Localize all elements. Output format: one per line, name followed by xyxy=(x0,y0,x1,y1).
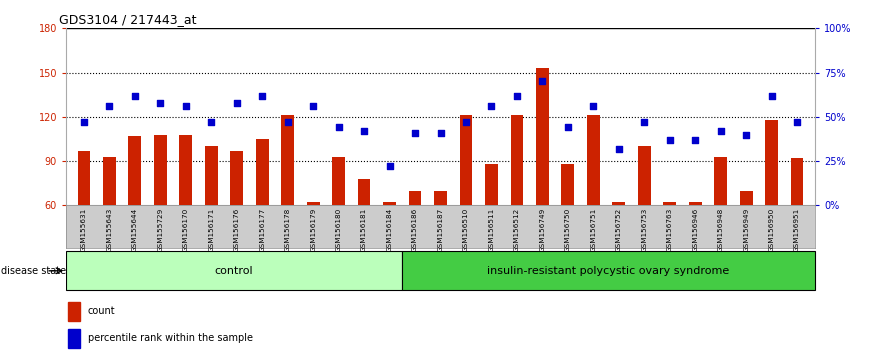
Text: GSM156180: GSM156180 xyxy=(336,207,342,252)
Bar xyxy=(485,164,498,205)
Text: GSM156181: GSM156181 xyxy=(361,207,367,252)
Text: GSM156187: GSM156187 xyxy=(438,207,443,252)
Text: GSM156750: GSM156750 xyxy=(565,207,571,252)
Point xyxy=(688,137,702,143)
Point xyxy=(281,119,295,125)
Bar xyxy=(68,302,80,321)
Text: GSM155631: GSM155631 xyxy=(81,207,87,252)
Text: GSM155643: GSM155643 xyxy=(107,207,113,252)
Bar xyxy=(511,115,523,205)
Point xyxy=(357,128,371,134)
Bar xyxy=(714,156,727,205)
Point xyxy=(128,93,142,98)
Point xyxy=(230,100,244,105)
Bar xyxy=(740,190,752,205)
Bar xyxy=(332,156,345,205)
Bar xyxy=(129,136,141,205)
Bar xyxy=(358,179,370,205)
Text: GSM156751: GSM156751 xyxy=(590,207,596,252)
Text: GDS3104 / 217443_at: GDS3104 / 217443_at xyxy=(58,13,196,26)
Bar xyxy=(460,115,472,205)
Bar xyxy=(205,146,218,205)
Text: GSM156171: GSM156171 xyxy=(208,207,214,252)
Point xyxy=(714,128,728,134)
Bar xyxy=(766,120,778,205)
Point xyxy=(637,119,651,125)
Text: disease state: disease state xyxy=(2,266,66,276)
Point xyxy=(739,132,753,137)
Point xyxy=(153,100,167,105)
Text: GSM156946: GSM156946 xyxy=(692,207,699,252)
Bar xyxy=(663,202,676,205)
Point xyxy=(561,125,575,130)
Text: GSM156186: GSM156186 xyxy=(412,207,418,252)
Text: GSM156948: GSM156948 xyxy=(718,207,723,252)
Text: GSM156179: GSM156179 xyxy=(310,207,316,252)
Bar xyxy=(561,164,574,205)
Text: GSM156512: GSM156512 xyxy=(514,207,520,252)
Bar xyxy=(307,202,320,205)
Text: GSM156763: GSM156763 xyxy=(667,207,673,252)
Point xyxy=(536,79,550,84)
Text: GSM156511: GSM156511 xyxy=(488,207,494,252)
Bar xyxy=(66,251,402,290)
Point xyxy=(204,119,218,125)
Bar xyxy=(78,151,90,205)
Bar xyxy=(103,156,115,205)
Text: GSM156752: GSM156752 xyxy=(616,207,622,252)
Point xyxy=(306,103,320,109)
Bar xyxy=(638,146,651,205)
Text: GSM156951: GSM156951 xyxy=(794,207,800,252)
Text: GSM156170: GSM156170 xyxy=(182,207,189,252)
Point xyxy=(77,119,91,125)
Point xyxy=(102,103,116,109)
Text: GSM156177: GSM156177 xyxy=(259,207,265,252)
Text: GSM155644: GSM155644 xyxy=(132,207,137,252)
Point xyxy=(765,93,779,98)
Text: GSM156749: GSM156749 xyxy=(539,207,545,252)
Point xyxy=(586,103,600,109)
Point xyxy=(408,130,422,136)
Bar xyxy=(230,151,243,205)
Point xyxy=(611,146,626,152)
Bar xyxy=(180,135,192,205)
Text: GSM156950: GSM156950 xyxy=(768,207,774,252)
Text: percentile rank within the sample: percentile rank within the sample xyxy=(88,333,253,343)
Point xyxy=(485,103,499,109)
Bar xyxy=(68,329,80,348)
Text: insulin-resistant polycystic ovary syndrome: insulin-resistant polycystic ovary syndr… xyxy=(487,266,729,276)
Text: GSM155729: GSM155729 xyxy=(158,207,163,252)
Point xyxy=(331,125,345,130)
Bar xyxy=(434,190,447,205)
Point xyxy=(179,103,193,109)
Text: GSM156510: GSM156510 xyxy=(463,207,469,252)
Text: GSM156176: GSM156176 xyxy=(233,207,240,252)
Point xyxy=(663,137,677,143)
Bar xyxy=(154,135,167,205)
Bar xyxy=(791,158,803,205)
Text: GSM156753: GSM156753 xyxy=(641,207,648,252)
Point xyxy=(510,93,524,98)
Point xyxy=(459,119,473,125)
Bar xyxy=(383,202,396,205)
Point xyxy=(790,119,804,125)
Bar xyxy=(689,202,701,205)
Point xyxy=(255,93,270,98)
Bar xyxy=(409,190,421,205)
Point xyxy=(382,164,396,169)
Text: count: count xyxy=(88,306,115,316)
Bar xyxy=(255,139,269,205)
Bar xyxy=(587,115,600,205)
Text: GSM156178: GSM156178 xyxy=(285,207,291,252)
Bar xyxy=(281,115,294,205)
Bar xyxy=(612,202,626,205)
Bar xyxy=(402,251,815,290)
Text: GSM156949: GSM156949 xyxy=(744,207,749,252)
Text: GSM156184: GSM156184 xyxy=(387,207,393,252)
Point xyxy=(433,130,448,136)
Text: control: control xyxy=(215,266,253,276)
Bar xyxy=(536,68,549,205)
